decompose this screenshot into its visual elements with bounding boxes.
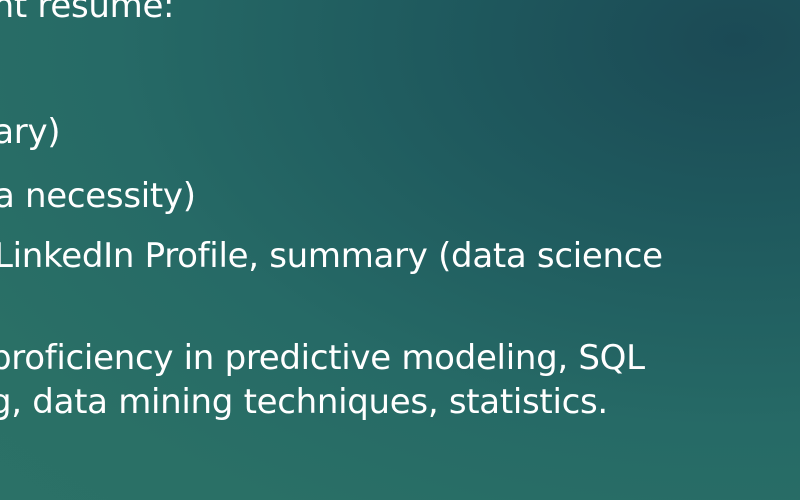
slide-text-line-1: ent resume:	[0, 0, 175, 26]
slide-text-line-3: a necessity)	[0, 176, 196, 216]
slide-text-line-4: LinkedIn Profile, summary (data science	[0, 236, 663, 276]
slide-text-line-2: nary)	[0, 112, 61, 152]
slide-text-line-6: g, data mining techniques, statistics.	[0, 382, 608, 422]
slide-text-line-5: proficiency in predictive modeling, SQL	[0, 338, 645, 378]
